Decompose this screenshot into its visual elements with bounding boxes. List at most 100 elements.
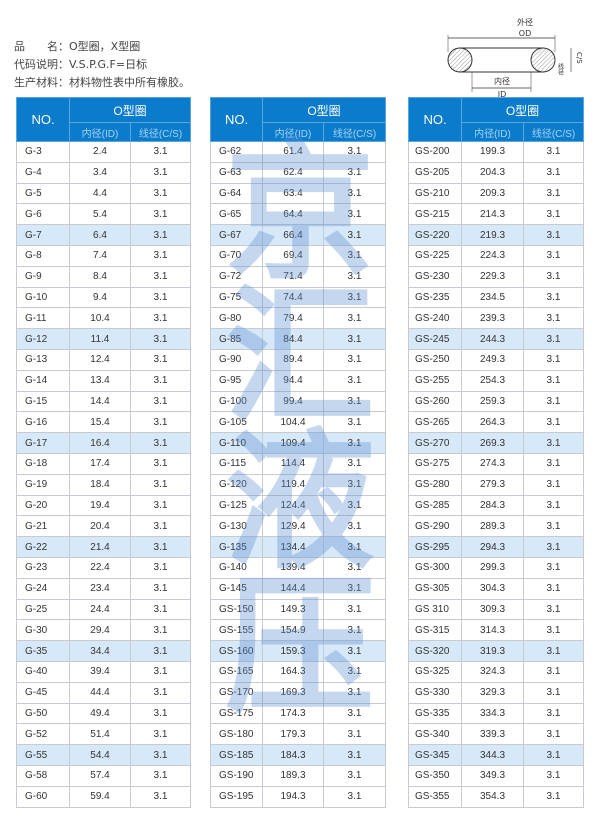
cell-cs: 3.1 (130, 702, 191, 725)
cell-cs: 3.1 (523, 681, 584, 704)
cell-cs: 3.1 (523, 556, 584, 579)
cell-cs: 3.1 (323, 681, 386, 704)
table-row: G-80 79.4 3.1 (210, 307, 386, 330)
table-row: GS-265 264.3 3.1 (408, 411, 584, 434)
cell-id: 19.4 (69, 494, 131, 517)
cell-id: 34.4 (69, 640, 131, 662)
cell-no: G-145 (210, 577, 263, 600)
cell-no: GS-255 (408, 369, 462, 392)
cell-id: 62.4 (262, 161, 324, 184)
cell-id: 61.4 (262, 141, 324, 163)
cell-cs: 3.1 (323, 640, 386, 662)
cell-no: GS-260 (408, 390, 462, 413)
cell-cs: 3.1 (523, 224, 584, 246)
header-o-ring: O型圈 (69, 97, 191, 123)
cell-no: G-130 (210, 515, 263, 538)
cell-cs: 3.1 (130, 473, 191, 496)
cell-no: GS-235 (408, 286, 462, 309)
cell-no: G-140 (210, 556, 263, 579)
cell-cs: 3.1 (323, 536, 386, 558)
cell-id: 119.4 (262, 473, 324, 496)
cell-cs: 3.1 (130, 307, 191, 330)
product-name: O型圈，X型圈 (69, 40, 141, 53)
cell-id: 69.4 (262, 244, 324, 267)
table-row: GS-280 279.3 3.1 (408, 473, 584, 496)
header-no: NO. (408, 97, 462, 142)
cell-cs: 3.1 (130, 224, 191, 246)
table-row: G-55 54.4 3.1 (16, 744, 191, 766)
cell-no: G-125 (210, 494, 263, 517)
cell-cs: 3.1 (130, 556, 191, 579)
cell-cs: 3.1 (523, 536, 584, 558)
cell-id: 224.3 (461, 244, 524, 267)
header-cs: 线径(C/S) (323, 122, 386, 142)
table-row: GS-150 149.3 3.1 (210, 598, 386, 621)
cell-cs: 3.1 (523, 203, 584, 226)
cell-cs: 3.1 (323, 224, 386, 246)
cell-cs: 3.1 (323, 660, 386, 683)
table-row: G-16 15.4 3.1 (16, 411, 191, 434)
cell-no: G-35 (16, 640, 70, 662)
cell-id: 51.4 (69, 723, 131, 746)
cell-cs: 3.1 (323, 307, 386, 330)
cell-id: 12.4 (69, 348, 131, 371)
table-row: GS-315 314.3 3.1 (408, 619, 584, 642)
table-row: GS-175 174.3 3.1 (210, 702, 386, 725)
cell-id: 20.4 (69, 515, 131, 538)
cell-id: 59.4 (69, 785, 131, 808)
cell-cs: 3.1 (523, 348, 584, 371)
cell-id: 63.4 (262, 182, 324, 205)
table-row: GS-235 234.5 3.1 (408, 286, 584, 309)
table-row: G-3 2.4 3.1 (16, 141, 191, 163)
cell-no: G-100 (210, 390, 263, 413)
cell-id: 99.4 (262, 390, 324, 413)
cell-no: G-95 (210, 369, 263, 392)
cell-no: GS-330 (408, 681, 462, 704)
cell-id: 279.3 (461, 473, 524, 496)
cell-no: G-65 (210, 203, 263, 226)
cell-no: G-3 (16, 141, 70, 163)
table-row: G-65 64.4 3.1 (210, 203, 386, 226)
cell-id: 319.3 (461, 640, 524, 662)
cell-cs: 3.1 (523, 432, 584, 454)
cell-id: 109.4 (262, 432, 324, 454)
table-row: G-12 11.4 3.1 (16, 328, 191, 350)
o-ring-table-3: NO. O型圈 内径(ID) 线径(C/S) GS-200 199.3 3.1 GS… (408, 97, 584, 808)
cell-no: G-9 (16, 265, 70, 288)
cell-cs: 3.1 (523, 744, 584, 766)
label: 品 名： (14, 40, 69, 53)
cell-cs: 3.1 (523, 473, 584, 496)
table-row: G-15 14.4 3.1 (16, 390, 191, 413)
table-row: GS-225 224.3 3.1 (408, 244, 584, 267)
cell-cs: 3.1 (323, 515, 386, 538)
table-row: GS-345 344.3 3.1 (408, 744, 584, 766)
table-row: GS-155 154.9 3.1 (210, 619, 386, 642)
cell-no: G-19 (16, 473, 70, 496)
cell-no: GS-185 (210, 744, 263, 766)
cell-no: G-13 (16, 348, 70, 371)
cs-label: C/S (575, 52, 583, 64)
cell-cs: 3.1 (130, 286, 191, 309)
code-row: 代码说明：V.S.P.G.F=日标 (14, 56, 190, 74)
cell-id: 259.3 (461, 390, 524, 413)
cell-id: 239.3 (461, 307, 524, 330)
cell-cs: 3.1 (523, 702, 584, 725)
cell-cs: 3.1 (130, 328, 191, 350)
cell-no: GS-355 (408, 785, 462, 808)
cell-cs: 3.1 (130, 141, 191, 163)
header-o-ring: O型圈 (262, 97, 386, 123)
cell-no: G-50 (16, 702, 70, 725)
table-row: GS-330 329.3 3.1 (408, 681, 584, 704)
cell-cs: 3.1 (130, 203, 191, 226)
cell-id: 6.4 (69, 224, 131, 246)
cell-id: 74.4 (262, 286, 324, 309)
cs-cn-label: 线径 (557, 62, 564, 75)
cell-cs: 3.1 (523, 515, 584, 538)
cell-cs: 3.1 (323, 577, 386, 600)
table-row: GS-255 254.3 3.1 (408, 369, 584, 392)
table-row: G-23 22.4 3.1 (16, 556, 191, 579)
cell-no: G-25 (16, 598, 70, 621)
cell-cs: 3.1 (523, 640, 584, 662)
cell-no: G-18 (16, 452, 70, 475)
cell-cs: 3.1 (523, 598, 584, 621)
